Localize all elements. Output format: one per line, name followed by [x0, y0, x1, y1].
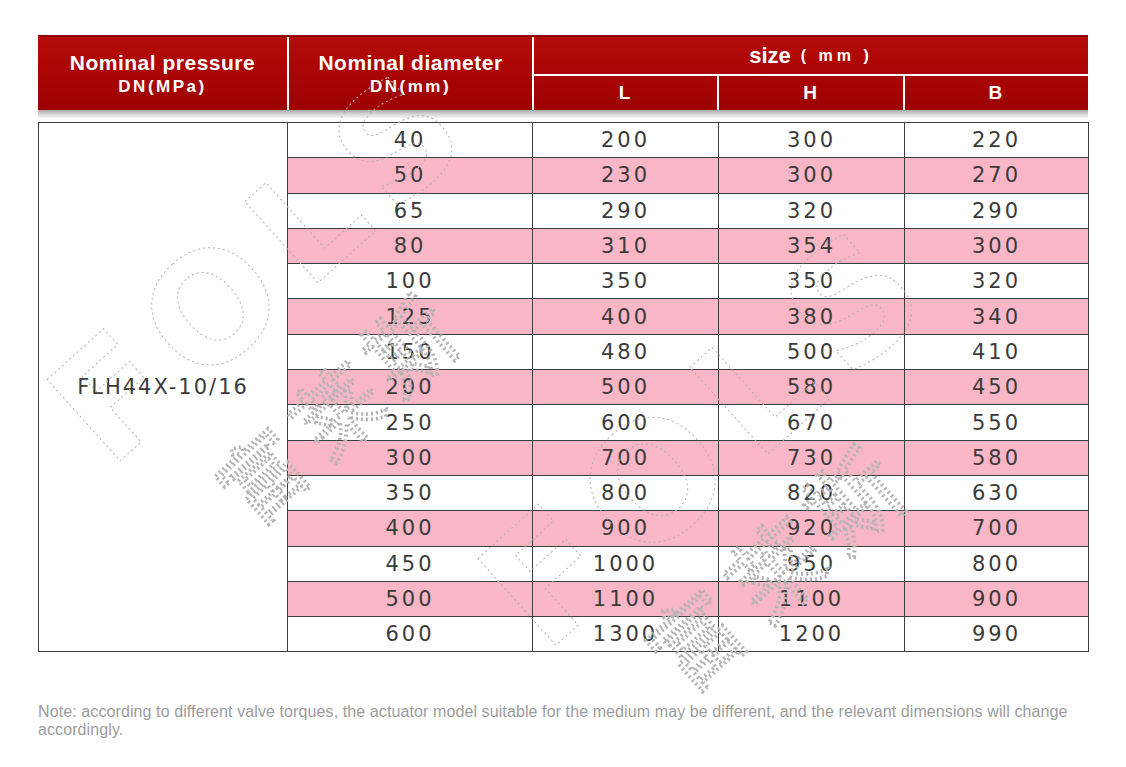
header-size-group: size ( mm ) L H B — [532, 37, 1088, 110]
cell-dn: 500 — [288, 581, 533, 616]
cell-b: 700 — [905, 511, 1089, 546]
cell-b: 410 — [905, 334, 1089, 369]
cell-b: 630 — [905, 475, 1089, 510]
cell-l: 400 — [533, 299, 719, 334]
cell-dn: 150 — [288, 334, 533, 369]
cell-l: 290 — [533, 193, 719, 228]
footnote: Note: according to different valve torqu… — [38, 703, 1098, 739]
cell-l: 200 — [533, 123, 719, 158]
cell-b: 320 — [905, 264, 1089, 299]
cell-h: 580 — [719, 370, 905, 405]
cell-l: 480 — [533, 334, 719, 369]
cell-b: 900 — [905, 581, 1089, 616]
model-cell: FLH44X-10/16 — [39, 123, 288, 652]
cell-dn: 80 — [288, 228, 533, 263]
cell-b: 270 — [905, 158, 1089, 193]
header-nominal-pressure-label: Nominal pressure — [70, 51, 255, 75]
header-shadow — [38, 110, 1088, 118]
cell-h: 920 — [719, 511, 905, 546]
header-size-word: size — [749, 43, 791, 69]
header-nominal-diameter: Nominal diameter DN(mm) — [287, 37, 532, 110]
cell-b: 800 — [905, 546, 1089, 581]
cell-b: 340 — [905, 299, 1089, 334]
cell-h: 730 — [719, 440, 905, 475]
cell-l: 310 — [533, 228, 719, 263]
cell-dn: 200 — [288, 370, 533, 405]
cell-dn: 400 — [288, 511, 533, 546]
cell-dn: 100 — [288, 264, 533, 299]
cell-h: 670 — [719, 405, 905, 440]
cell-l: 500 — [533, 370, 719, 405]
cell-h: 950 — [719, 546, 905, 581]
header-col-B: B — [903, 76, 1088, 110]
cell-b: 580 — [905, 440, 1089, 475]
cell-h: 300 — [719, 158, 905, 193]
cell-l: 230 — [533, 158, 719, 193]
spec-table-body: FLH44X-10/164020030022050230300270652903… — [39, 123, 1089, 652]
cell-h: 500 — [719, 334, 905, 369]
cell-h: 1200 — [719, 617, 905, 652]
cell-dn: 50 — [288, 158, 533, 193]
cell-dn: 350 — [288, 475, 533, 510]
header-size-title: size ( mm ) — [534, 37, 1088, 74]
header-nominal-pressure-unit: DN(MPa) — [118, 77, 206, 97]
cell-h: 354 — [719, 228, 905, 263]
header-size-unit: ( mm ) — [801, 47, 873, 65]
cell-l: 800 — [533, 475, 719, 510]
cell-b: 450 — [905, 370, 1089, 405]
cell-l: 700 — [533, 440, 719, 475]
cell-h: 320 — [719, 193, 905, 228]
header-nominal-diameter-label: Nominal diameter — [318, 51, 502, 75]
cell-dn: 40 — [288, 123, 533, 158]
cell-h: 1100 — [719, 581, 905, 616]
cell-l: 350 — [533, 264, 719, 299]
cell-dn: 250 — [288, 405, 533, 440]
cell-b: 300 — [905, 228, 1089, 263]
cell-l: 900 — [533, 511, 719, 546]
cell-dn: 450 — [288, 546, 533, 581]
cell-b: 290 — [905, 193, 1089, 228]
cell-h: 300 — [719, 123, 905, 158]
cell-h: 820 — [719, 475, 905, 510]
cell-l: 1000 — [533, 546, 719, 581]
cell-b: 990 — [905, 617, 1089, 652]
cell-dn: 300 — [288, 440, 533, 475]
cell-b: 550 — [905, 405, 1089, 440]
table-row: FLH44X-10/1640200300220 — [39, 123, 1089, 158]
cell-dn: 125 — [288, 299, 533, 334]
cell-h: 350 — [719, 264, 905, 299]
header-col-H: H — [717, 76, 902, 110]
header-nominal-diameter-unit: DN(mm) — [370, 77, 451, 97]
header-col-L: L — [534, 76, 717, 110]
cell-h: 380 — [719, 299, 905, 334]
header-nominal-pressure: Nominal pressure DN(MPa) — [38, 37, 287, 110]
spec-sheet: Nominal pressure DN(MPa) Nominal diamete… — [38, 35, 1088, 652]
cell-l: 1300 — [533, 617, 719, 652]
spec-table: FLH44X-10/164020030022050230300270652903… — [38, 122, 1089, 652]
cell-dn: 65 — [288, 193, 533, 228]
table-header: Nominal pressure DN(MPa) Nominal diamete… — [38, 35, 1088, 110]
header-size-subcolumns: L H B — [534, 74, 1088, 110]
cell-b: 220 — [905, 123, 1089, 158]
cell-l: 600 — [533, 405, 719, 440]
cell-dn: 600 — [288, 617, 533, 652]
cell-l: 1100 — [533, 581, 719, 616]
